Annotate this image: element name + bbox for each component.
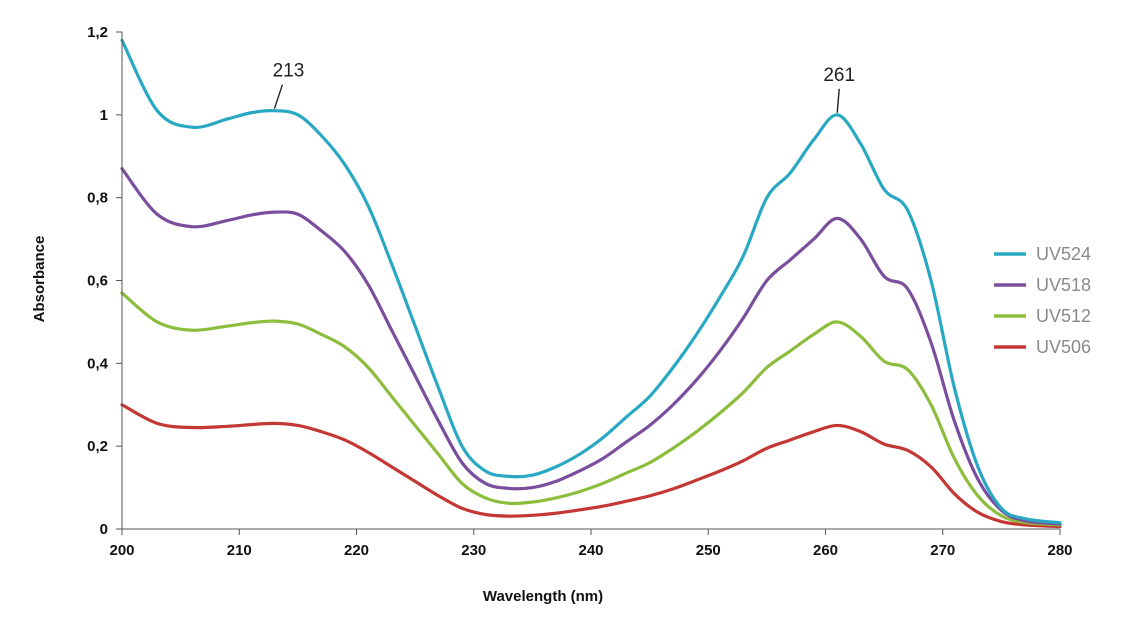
annotation-label-261: 261 [823, 65, 855, 86]
x-tick-label: 270 [930, 542, 955, 559]
y-axis-title: Absorbance [31, 236, 48, 323]
x-tick-label: 220 [344, 542, 369, 559]
x-tick-label: 250 [696, 542, 721, 559]
annotations-layer: 213 261 [273, 61, 855, 113]
y-tick-label: 0,2 [87, 438, 108, 455]
ticks-layer: 200 210 220 230 240 250 260 270 280 0 0,2 0,4 0,6 0,8… [87, 24, 1072, 559]
legend-label-uv506: UV506 [1036, 337, 1091, 357]
x-tick-label: 210 [227, 542, 252, 559]
legend-label-uv518: UV518 [1036, 275, 1091, 295]
annotation-label-213: 213 [273, 61, 305, 82]
x-tick-label: 280 [1047, 542, 1072, 559]
y-tick-label: 1 [100, 107, 108, 124]
y-tick-label: 0 [100, 521, 108, 538]
legend-label-uv524: UV524 [1036, 244, 1091, 264]
x-tick-label: 200 [109, 542, 134, 559]
y-tick-label: 0,4 [87, 355, 109, 372]
y-tick-label: 1,2 [87, 24, 108, 41]
x-axis-title: Wavelength (nm) [483, 588, 603, 605]
x-tick-label: 240 [578, 542, 603, 559]
series-line-uv518 [120, 167, 1062, 526]
x-tick-label: 260 [813, 542, 838, 559]
x-tick-label: 230 [461, 542, 486, 559]
y-tick-label: 0,6 [87, 273, 108, 290]
annotation-leader-261 [836, 88, 840, 113]
annotation-leader-213 [273, 84, 284, 109]
series-line-uv524 [120, 38, 1062, 525]
series-line-uv506 [120, 403, 1062, 529]
legend: UV524 UV518 UV512 UV506 [994, 244, 1091, 357]
series-line-uv512 [120, 291, 1062, 527]
series-layer [120, 38, 1062, 529]
axes-layer [121, 32, 1060, 530]
y-tick-label: 0,8 [87, 190, 108, 207]
legend-label-uv512: UV512 [1036, 306, 1091, 326]
